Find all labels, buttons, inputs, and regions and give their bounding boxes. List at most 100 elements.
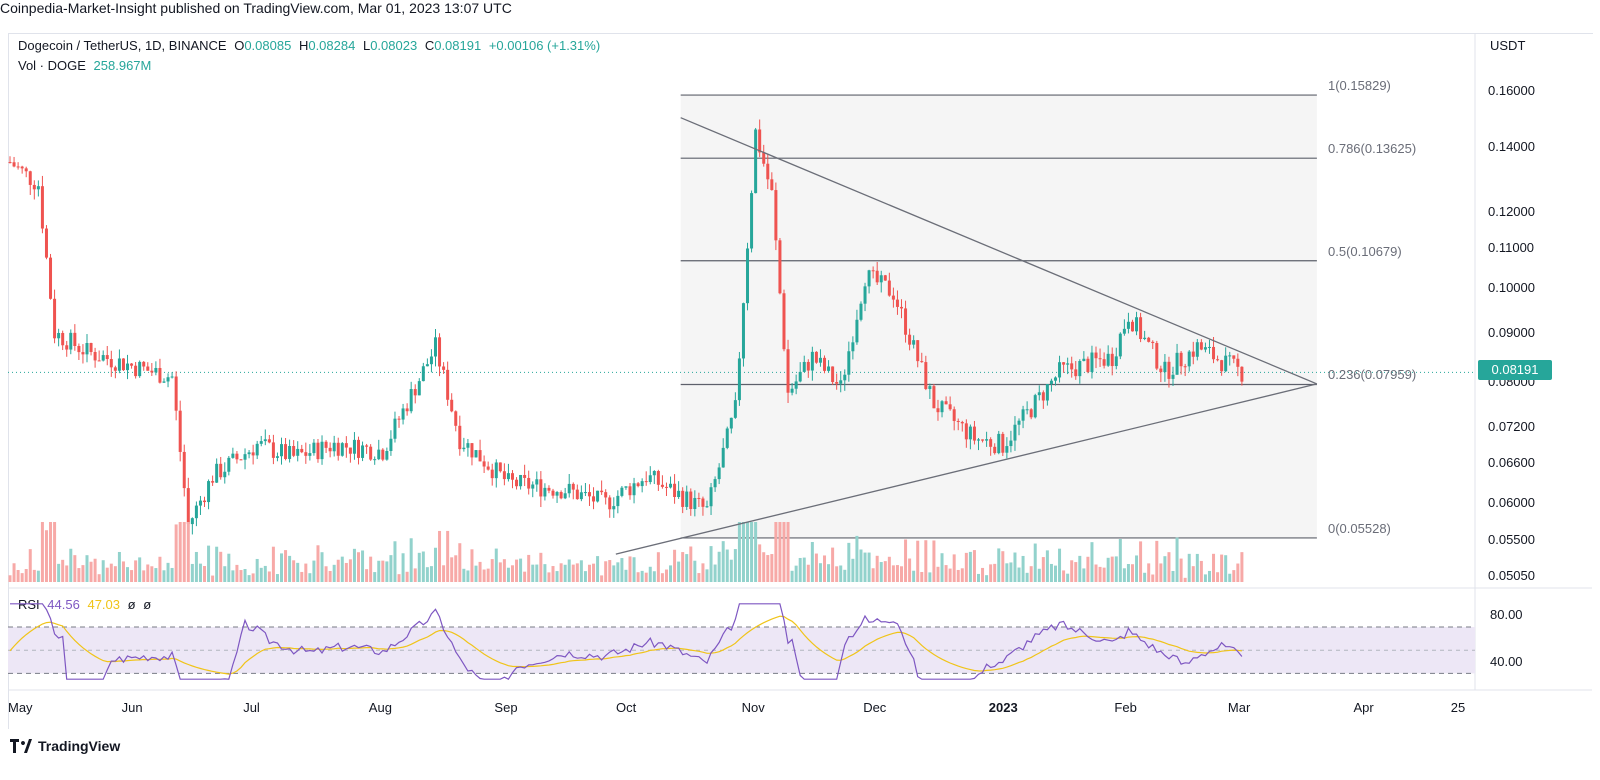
candle-2023-02-27 [1232, 355, 1236, 359]
volume-value: 258.967M [93, 58, 152, 73]
volume-bar [802, 557, 806, 582]
candle-2022-10-26 [729, 417, 733, 429]
volume-bar [1159, 563, 1163, 582]
volume-bar [498, 562, 502, 582]
candle-2023-01-17 [1066, 363, 1070, 365]
volume-bar [972, 550, 976, 582]
volume-bar [1171, 570, 1175, 582]
volume-bar [20, 573, 24, 582]
candle-2022-12-27 [981, 439, 985, 441]
candle-2022-12-18 [944, 401, 948, 405]
volume-bar [920, 572, 924, 582]
low-value: 0.08023 [370, 38, 418, 53]
rsi-label[interactable]: RSI [18, 597, 40, 612]
volume-bar [1139, 541, 1143, 582]
volume-bar [1025, 572, 1029, 582]
volume-bar [519, 558, 523, 582]
candle-2022-12-16 [936, 408, 940, 413]
candle-2022-07-29 [369, 446, 373, 460]
volume-bar [810, 541, 814, 582]
volume-bar [693, 560, 697, 582]
time-tick-label: Nov [741, 700, 765, 715]
close-value: 0.08191 [434, 38, 482, 53]
volume-bar [754, 522, 758, 582]
candle-2022-09-28 [616, 495, 620, 507]
volume-bar [867, 552, 871, 582]
rsi-ma-line [9, 615, 1242, 675]
volume-bar [425, 567, 429, 582]
volume-bar [685, 554, 689, 582]
volume-bar [539, 552, 543, 582]
volume-bar [1114, 556, 1118, 582]
candle-2022-05-17 [73, 332, 77, 346]
tradingview-brand[interactable]: TradingView [10, 738, 120, 754]
symbol-legend: Dogecoin / TetherUS, 1D, BINANCE O0.0808… [18, 38, 604, 53]
volume-bar [587, 564, 591, 582]
volume-bar [255, 558, 259, 582]
candle-2023-02-23 [1216, 359, 1220, 361]
volume-bar [1049, 563, 1053, 582]
volume-bar [174, 524, 178, 582]
volume-bar [936, 566, 940, 582]
candle-2022-09-16 [567, 483, 571, 494]
candle-2022-11-26 [855, 319, 859, 343]
candle-2022-09-24 [600, 490, 604, 493]
price-tick-label: 0.05500 [1488, 532, 1535, 548]
volume-bar [632, 557, 636, 582]
candle-2022-06-16 [194, 505, 198, 519]
volume-bar [741, 522, 745, 582]
price-tick-label: 0.06600 [1488, 455, 1535, 471]
volume-bar [855, 535, 859, 582]
candle-2023-01-22 [1086, 358, 1090, 372]
volume-bar [531, 564, 535, 582]
candle-2022-11-09 [786, 349, 790, 393]
candle-2022-05-04 [20, 166, 24, 169]
candle-2022-10-13 [677, 490, 681, 498]
candle-2022-05-09 [40, 186, 44, 229]
volume-bar [194, 551, 198, 582]
volume-bar [883, 561, 887, 582]
price-tick-label: 0.11000 [1488, 240, 1535, 256]
volume-bar [198, 563, 202, 582]
volume-bar [523, 571, 527, 582]
volume-bar [750, 522, 754, 582]
candle-2022-06-04 [146, 366, 150, 371]
candle-2022-11-30 [871, 270, 875, 272]
volume-bar [385, 561, 389, 582]
candle-2022-12-19 [948, 404, 952, 410]
candle-2022-07-09 [288, 446, 292, 459]
symbol-name[interactable]: Dogecoin / TetherUS, 1D, BINANCE [18, 38, 227, 53]
candle-2022-08-21 [462, 447, 466, 450]
candle-2022-05-21 [89, 342, 93, 352]
volume-bar [381, 560, 385, 582]
candle-2022-09-26 [608, 497, 612, 510]
candle-2022-05-19 [81, 352, 85, 355]
rsi-value: 44.56 [47, 597, 80, 612]
volume-bar [932, 540, 936, 582]
fib-level-label: 0.786(0.13625) [1328, 141, 1417, 157]
volume-bar [1045, 550, 1049, 582]
volume-bar [827, 564, 831, 582]
candle-2022-12-07 [900, 306, 904, 309]
candle-2022-06-03 [142, 361, 146, 367]
candle-2022-06-30 [251, 452, 255, 456]
candle-2022-09-06 [527, 477, 531, 489]
candle-2022-12-25 [972, 426, 976, 441]
candle-2022-08-09 [413, 389, 417, 396]
candle-2022-08-31 [502, 471, 506, 480]
candle-2022-09-19 [579, 492, 583, 500]
volume-bar [93, 558, 97, 582]
volume-bar [1203, 574, 1207, 582]
candle-2022-07-28 [365, 445, 369, 447]
currency-label[interactable]: USDT [1490, 38, 1526, 53]
candle-2022-12-22 [960, 421, 964, 424]
volume-bar [555, 571, 559, 582]
volume-bar [600, 575, 604, 582]
volume-label[interactable]: Vol · DOGE [18, 58, 86, 73]
candle-2022-06-21 [215, 463, 219, 483]
volume-legend: Vol · DOGE 258.967M [18, 58, 155, 73]
candle-2022-10-06 [648, 475, 652, 483]
candle-2023-01-11 [1041, 392, 1045, 401]
volume-bar [515, 559, 519, 582]
